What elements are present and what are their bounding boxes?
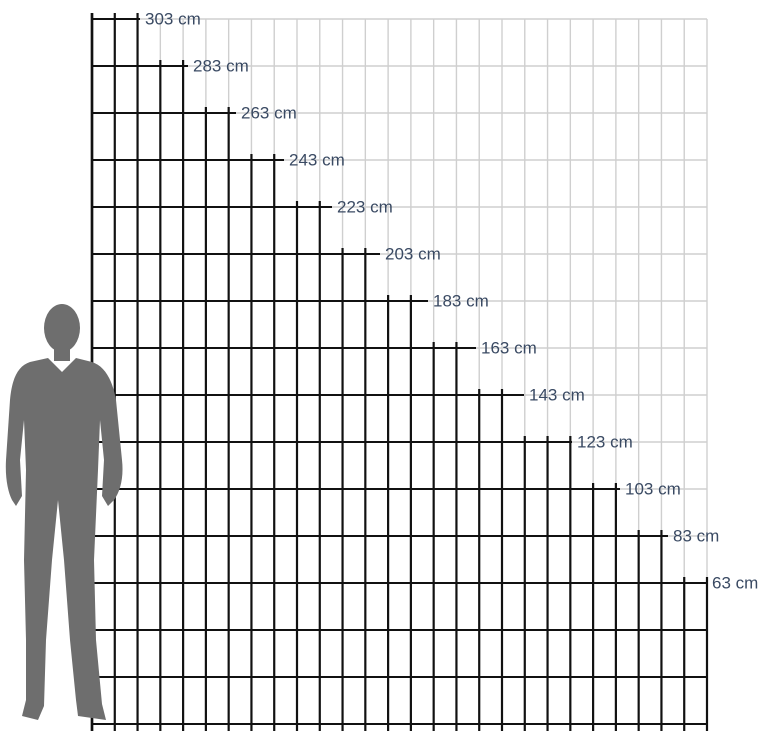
height-label: 103 cm [625, 479, 681, 498]
height-label: 123 cm [577, 432, 633, 451]
height-label: 83 cm [673, 526, 719, 545]
fence-panel-lines [90, 13, 709, 731]
height-label: 263 cm [241, 103, 297, 122]
height-label: 163 cm [481, 338, 537, 357]
standing-man-silhouette-icon [5, 304, 123, 720]
height-label: 303 cm [145, 9, 201, 28]
height-label: 143 cm [529, 385, 585, 404]
height-label: 203 cm [385, 244, 441, 263]
height-label: 183 cm [433, 291, 489, 310]
height-label: 283 cm [193, 56, 249, 75]
height-label: 223 cm [337, 197, 393, 216]
height-label: 63 cm [712, 573, 758, 592]
light-grid-lines [91, 18, 708, 731]
height-label: 243 cm [289, 150, 345, 169]
height-labels: 303 cm 283 cm 263 cm 243 cm 223 cm 203 cm 183 … [145, 9, 758, 592]
